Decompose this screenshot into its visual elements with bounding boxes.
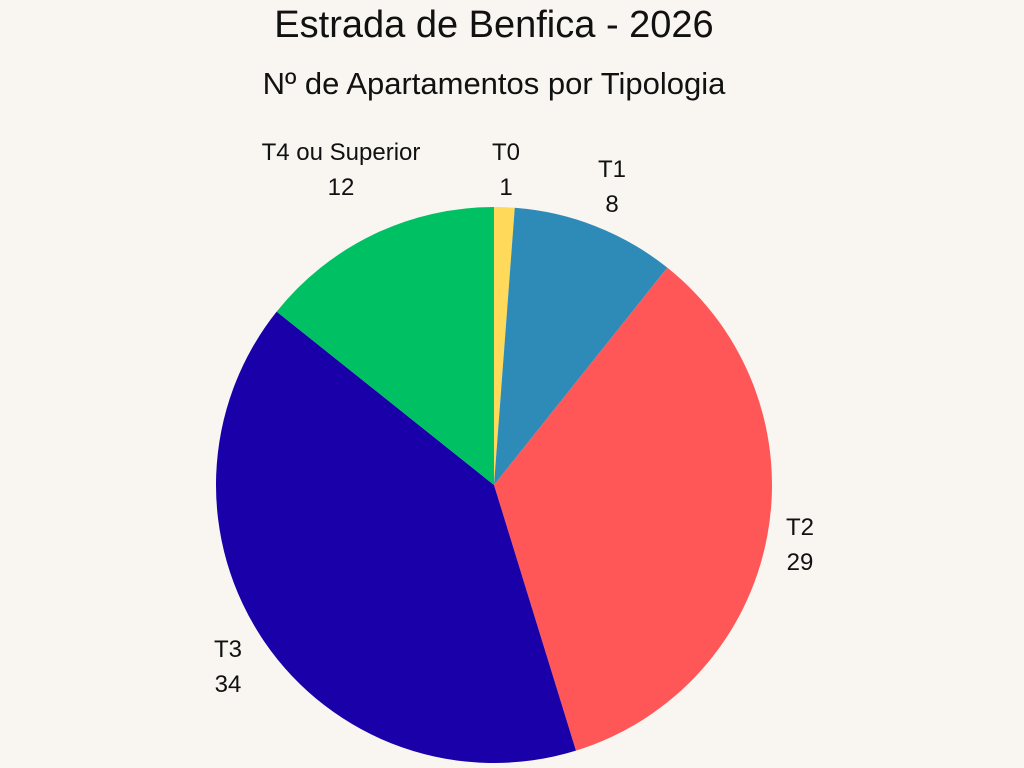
pie-slice-t2	[494, 267, 772, 751]
chart-subtitle: Nº de Apartamentos por Tipologia	[262, 66, 726, 101]
label-t4-ou-superior: T4 ou Superior 12	[262, 135, 421, 205]
label-value: 34	[214, 671, 242, 698]
label-name: T0	[491, 139, 521, 166]
pie-slice-t0	[494, 207, 515, 485]
label-name: T1	[597, 156, 627, 183]
label-value: 1	[499, 174, 513, 201]
pie-slice-t4-ou-superior	[276, 207, 494, 485]
label-name: T3	[213, 636, 243, 663]
label-name: T4 ou Superior	[261, 139, 421, 166]
label-name: T2	[785, 514, 815, 541]
label-t3: T3 34	[214, 632, 242, 702]
label-t0: T0 1	[492, 135, 520, 205]
chart-title: Estrada de Benfica - 2026	[274, 4, 714, 46]
pie-slice-t1	[494, 207, 668, 485]
label-value: 29	[786, 549, 814, 576]
label-value: 8	[605, 191, 619, 218]
label-t1: T1 8	[598, 152, 626, 222]
label-t2: T2 29	[786, 510, 814, 580]
pie-slice-t3	[215, 311, 576, 764]
label-value: 12	[327, 174, 355, 201]
